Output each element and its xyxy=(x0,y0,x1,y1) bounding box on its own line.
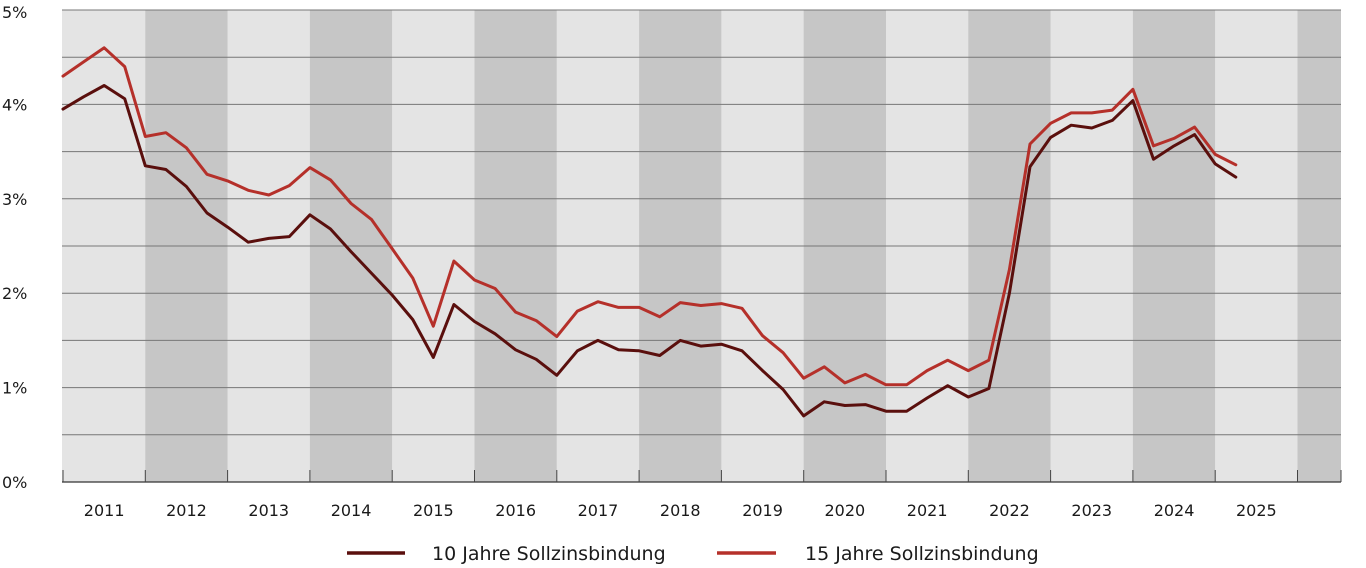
x-tick-label: 2022 xyxy=(989,501,1030,520)
legend-label: 15 Jahre Sollzinsbindung xyxy=(805,543,1039,565)
series-lines xyxy=(61,46,1238,418)
x-tick-label: 2025 xyxy=(1236,501,1277,520)
y-tick-label: 5% xyxy=(2,3,27,22)
x-tick-label: 2016 xyxy=(495,501,536,520)
y-tick-label: 1% xyxy=(2,379,27,398)
x-tick-label: 2012 xyxy=(166,501,207,520)
series-line-1 xyxy=(61,84,1238,418)
y-tick-label: 4% xyxy=(2,95,27,114)
x-tick-label: 2021 xyxy=(907,501,948,520)
x-tick-label: 2020 xyxy=(824,501,865,520)
legend-label: 10 Jahre Sollzinsbindung xyxy=(432,543,666,565)
y-tick-label: 0% xyxy=(2,473,27,492)
x-tick-label: 2014 xyxy=(331,501,372,520)
x-axis: 2011 2012 2013 2014 2015 2016 2017 2018 2019 2020… xyxy=(62,470,1342,520)
x-tick-label: 2018 xyxy=(660,501,701,520)
gridlines xyxy=(62,9,1341,436)
x-tick-label: 2015 xyxy=(413,501,454,520)
legend: 10 Jahre Sollzinsbindung 15 Jahre Sollzin… xyxy=(347,543,1039,565)
y-tick-label: 3% xyxy=(2,190,27,209)
x-tick-label: 2023 xyxy=(1071,501,1112,520)
x-tick-label: 2013 xyxy=(248,501,289,520)
x-tick-label: 2019 xyxy=(742,501,783,520)
series-line-2 xyxy=(61,46,1238,387)
x-tick-label: 2024 xyxy=(1154,501,1195,520)
x-tick-label: 2017 xyxy=(578,501,619,520)
x-tick-label: 2011 xyxy=(84,501,125,520)
y-tick-label: 2% xyxy=(2,284,27,303)
y-axis: 0% 1% 2% 3% 4% 5% xyxy=(2,3,27,492)
